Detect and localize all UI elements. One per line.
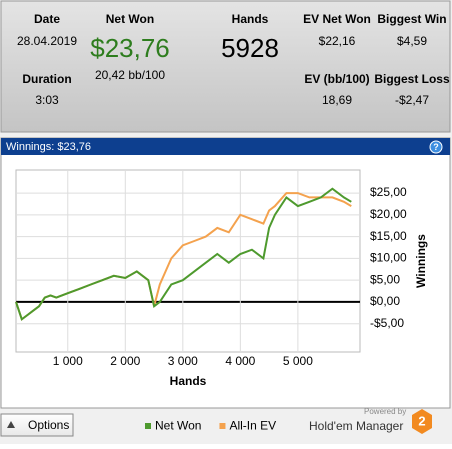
powered-by: Powered by: [364, 407, 406, 416]
stat-value: 3:03: [35, 93, 59, 107]
y-axis-label: Winnings: [414, 234, 428, 288]
arrow-up-icon: [7, 421, 15, 428]
y-tick-label: $0,00: [370, 294, 400, 308]
x-tick-label: 2 000: [110, 354, 140, 368]
x-axis-label: Hands: [170, 374, 207, 388]
stat-label: Biggest Win: [377, 12, 446, 26]
legend-swatch: [219, 423, 226, 429]
stat-label: Duration: [22, 72, 71, 86]
brand-name: Hold'em Manager: [309, 419, 403, 433]
help-icon-glyph: ?: [433, 142, 439, 152]
stat-value: 28.04.2019: [17, 34, 77, 48]
stat-sub: 20,42 bb/100: [95, 68, 165, 82]
x-tick-label: 1 000: [53, 354, 83, 368]
y-tick-label: $25,00: [370, 185, 407, 199]
stat-value: 18,69: [322, 93, 352, 107]
stat-value: -$2,47: [395, 93, 429, 107]
stats-panel: [0, 0, 451, 133]
options-button[interactable]: [0, 413, 74, 437]
x-tick-label: 5 000: [283, 354, 313, 368]
stat-value: $4,59: [397, 34, 427, 48]
stat-value: 5928: [221, 33, 279, 63]
plot-area: [15, 169, 361, 353]
brand-number: 2: [418, 413, 425, 428]
legend-label: All-In EV: [229, 419, 276, 433]
stat-label: Date: [34, 12, 60, 26]
y-tick-label: $20,00: [370, 207, 407, 221]
stat-label: EV (bb/100): [304, 72, 369, 86]
x-tick-label: 3 000: [168, 354, 198, 368]
help-icon[interactable]: [429, 140, 443, 154]
x-tick-label: 4 000: [225, 354, 255, 368]
stat-label: Biggest Loss: [374, 72, 450, 86]
stat-value: $23,76: [90, 33, 170, 63]
options-label: Options: [28, 418, 69, 432]
y-tick-label: $5,00: [370, 272, 400, 286]
stat-label: Hands: [232, 12, 269, 26]
legend-label: Net Won: [155, 419, 201, 433]
series-line: [15, 187, 352, 321]
y-tick-label: -$5,00: [370, 316, 404, 330]
stat-value: $22,16: [319, 34, 356, 48]
stat-label: EV Net Won: [303, 12, 371, 26]
y-tick-label: $15,00: [370, 229, 407, 243]
panel-title: Winnings: $23,76: [6, 141, 91, 153]
stat-label: Net Won: [106, 12, 154, 26]
legend-swatch: [145, 423, 151, 429]
brand-logo: [412, 409, 432, 434]
y-tick-label: $10,00: [370, 251, 407, 265]
panel-title-bar: [1, 138, 450, 155]
